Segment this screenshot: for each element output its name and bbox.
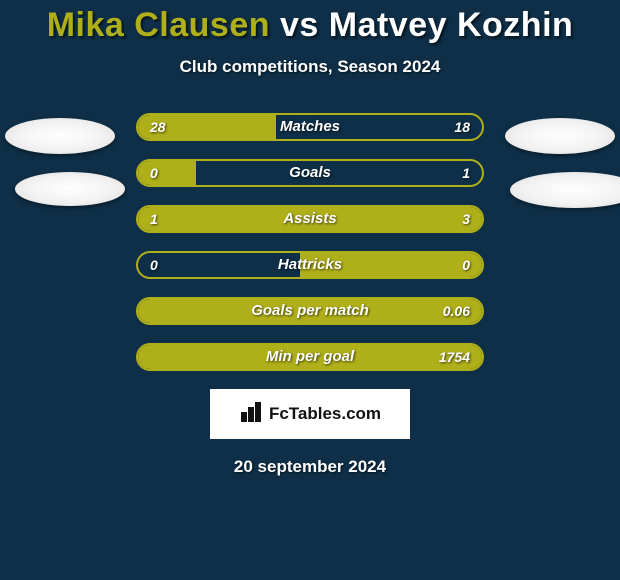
stat-rows: 2818Matches 01Goals 13Assists 00Hattricks 0.… (0, 113, 620, 371)
stat-value-right: 18 (454, 115, 470, 139)
stat-fill-right (300, 253, 482, 277)
stat-fill-left (138, 207, 482, 231)
stat-row: 00Hattricks (136, 251, 484, 279)
page-title: Mika Clausen vs Matvey Kozhin (0, 6, 620, 45)
title-vs: vs (280, 6, 319, 44)
date-text: 20 september 2024 (0, 457, 620, 477)
stat-row: 01Goals (136, 159, 484, 187)
stat-row: 1754Min per goal (136, 343, 484, 371)
stat-row: 2818Matches (136, 113, 484, 141)
stat-value-right: 1 (462, 161, 470, 185)
player1-photo (5, 118, 115, 154)
stat-row: 13Assists (136, 205, 484, 233)
brand-text: FcTables.com (269, 404, 381, 424)
stat-fill-left (138, 115, 276, 139)
chart-icon (239, 400, 263, 429)
title-player1: Mika Clausen (47, 6, 270, 44)
comparison-infographic: Mika Clausen vs Matvey Kozhin Club compe… (0, 0, 620, 580)
subtitle: Club competitions, Season 2024 (0, 57, 620, 77)
stat-fill-left (138, 345, 482, 369)
stat-fill-left (138, 299, 482, 323)
player1-photo-shadow (15, 172, 125, 206)
title-player2: Matvey Kozhin (329, 6, 574, 44)
stat-row: 0.06Goals per match (136, 297, 484, 325)
brand-badge: FcTables.com (210, 389, 410, 439)
player2-photo (505, 118, 615, 154)
stat-fill-left (138, 161, 196, 185)
stat-value-left: 0 (150, 253, 158, 277)
